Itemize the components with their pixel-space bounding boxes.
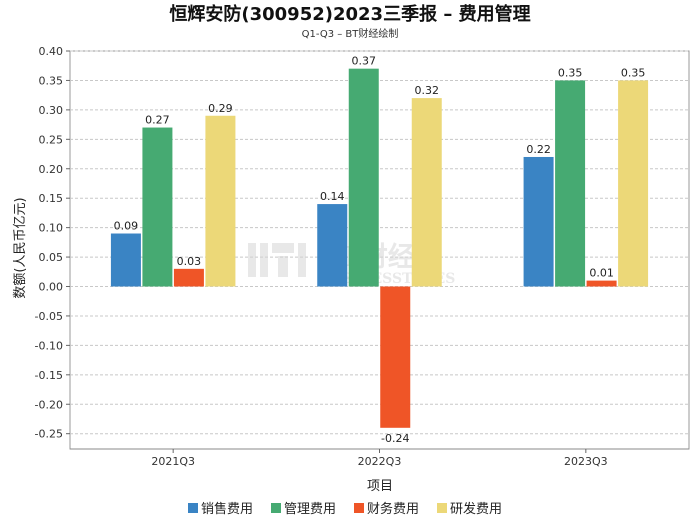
legend-item: 销售费用	[188, 501, 253, 517]
watermark-logo-icon	[248, 243, 306, 277]
y-tick-label: -0.15	[35, 369, 63, 382]
legend-label: 研发费用	[450, 501, 502, 517]
data-label: -0.24	[381, 432, 409, 445]
bar	[348, 68, 379, 287]
y-tick-label: 0.40	[39, 45, 64, 58]
data-label: 0.35	[621, 66, 646, 79]
y-tick-label: 0.25	[39, 133, 64, 146]
data-label: 0.03	[177, 255, 202, 268]
y-tick-label: 0.30	[39, 104, 64, 117]
y-tick-label: 0.20	[39, 163, 64, 176]
bar	[205, 115, 236, 287]
legend-swatch	[188, 503, 198, 513]
y-tick-label: 0.35	[39, 74, 64, 87]
bar	[317, 204, 348, 287]
legend-swatch	[271, 503, 281, 513]
y-tick-label: 0.10	[39, 222, 64, 235]
bar	[618, 80, 649, 287]
data-label: 0.14	[320, 190, 345, 203]
bar	[142, 127, 173, 287]
plot-area	[69, 50, 690, 450]
x-tick-label: 2021Q3	[151, 455, 195, 468]
legend-swatch	[354, 503, 364, 513]
y-tick-label: -0.25	[35, 428, 63, 441]
legend-item: 研发费用	[437, 501, 502, 517]
data-label: 0.37	[352, 55, 377, 68]
legend: 销售费用 管理费用 财务费用 研发费用	[188, 501, 502, 517]
data-label: 0.32	[415, 84, 440, 97]
data-labels: 0.09 0.27 0.03 0.29 0.14 0.37 -0.24 0.32 0.22 0.3…	[114, 55, 646, 445]
bar	[555, 80, 586, 287]
legend-label: 销售费用	[201, 501, 253, 517]
data-label: 0.35	[558, 66, 583, 79]
y-axis-label: 数额(人民币亿元)	[13, 197, 28, 298]
bar	[523, 156, 554, 287]
bar	[380, 286, 411, 428]
bar	[411, 98, 442, 287]
gridlines	[69, 50, 690, 450]
data-label: 0.01	[589, 267, 614, 280]
data-label: 0.22	[526, 143, 551, 156]
legend-item: 财务费用	[354, 501, 419, 517]
chart-title: 恒辉安防(300952)2023三季报 – 费用管理	[169, 3, 530, 25]
bar	[173, 268, 204, 287]
chart-subtitle: Q1-Q3 – BT财经绘制	[302, 27, 399, 40]
legend-label: 管理费用	[284, 502, 336, 517]
y-tick-label: -0.20	[35, 398, 63, 411]
legend-label: 财务费用	[367, 501, 419, 517]
bar	[110, 233, 141, 287]
x-axis-label: 项目	[367, 479, 393, 494]
legend-swatch	[437, 503, 447, 513]
data-label: 0.09	[114, 220, 139, 233]
bar	[586, 280, 617, 287]
axes: 0.40 0.35 0.30 0.25 0.20 0.15 0.10 0.05 0.00 -0.0…	[35, 45, 689, 468]
x-tick-label: 2022Q3	[358, 455, 402, 468]
y-tick-label: 0.05	[39, 251, 64, 264]
bars	[110, 68, 649, 428]
legend-item: 管理费用	[271, 502, 336, 517]
y-tick-label: 0.15	[39, 192, 64, 205]
data-label: 0.29	[208, 102, 233, 115]
y-tick-label: -0.10	[35, 339, 63, 352]
data-label: 0.27	[145, 114, 170, 127]
y-tick-label: -0.05	[35, 310, 63, 323]
x-tick-label: 2023Q3	[564, 455, 608, 468]
y-tick-label: 0.00	[39, 281, 64, 294]
